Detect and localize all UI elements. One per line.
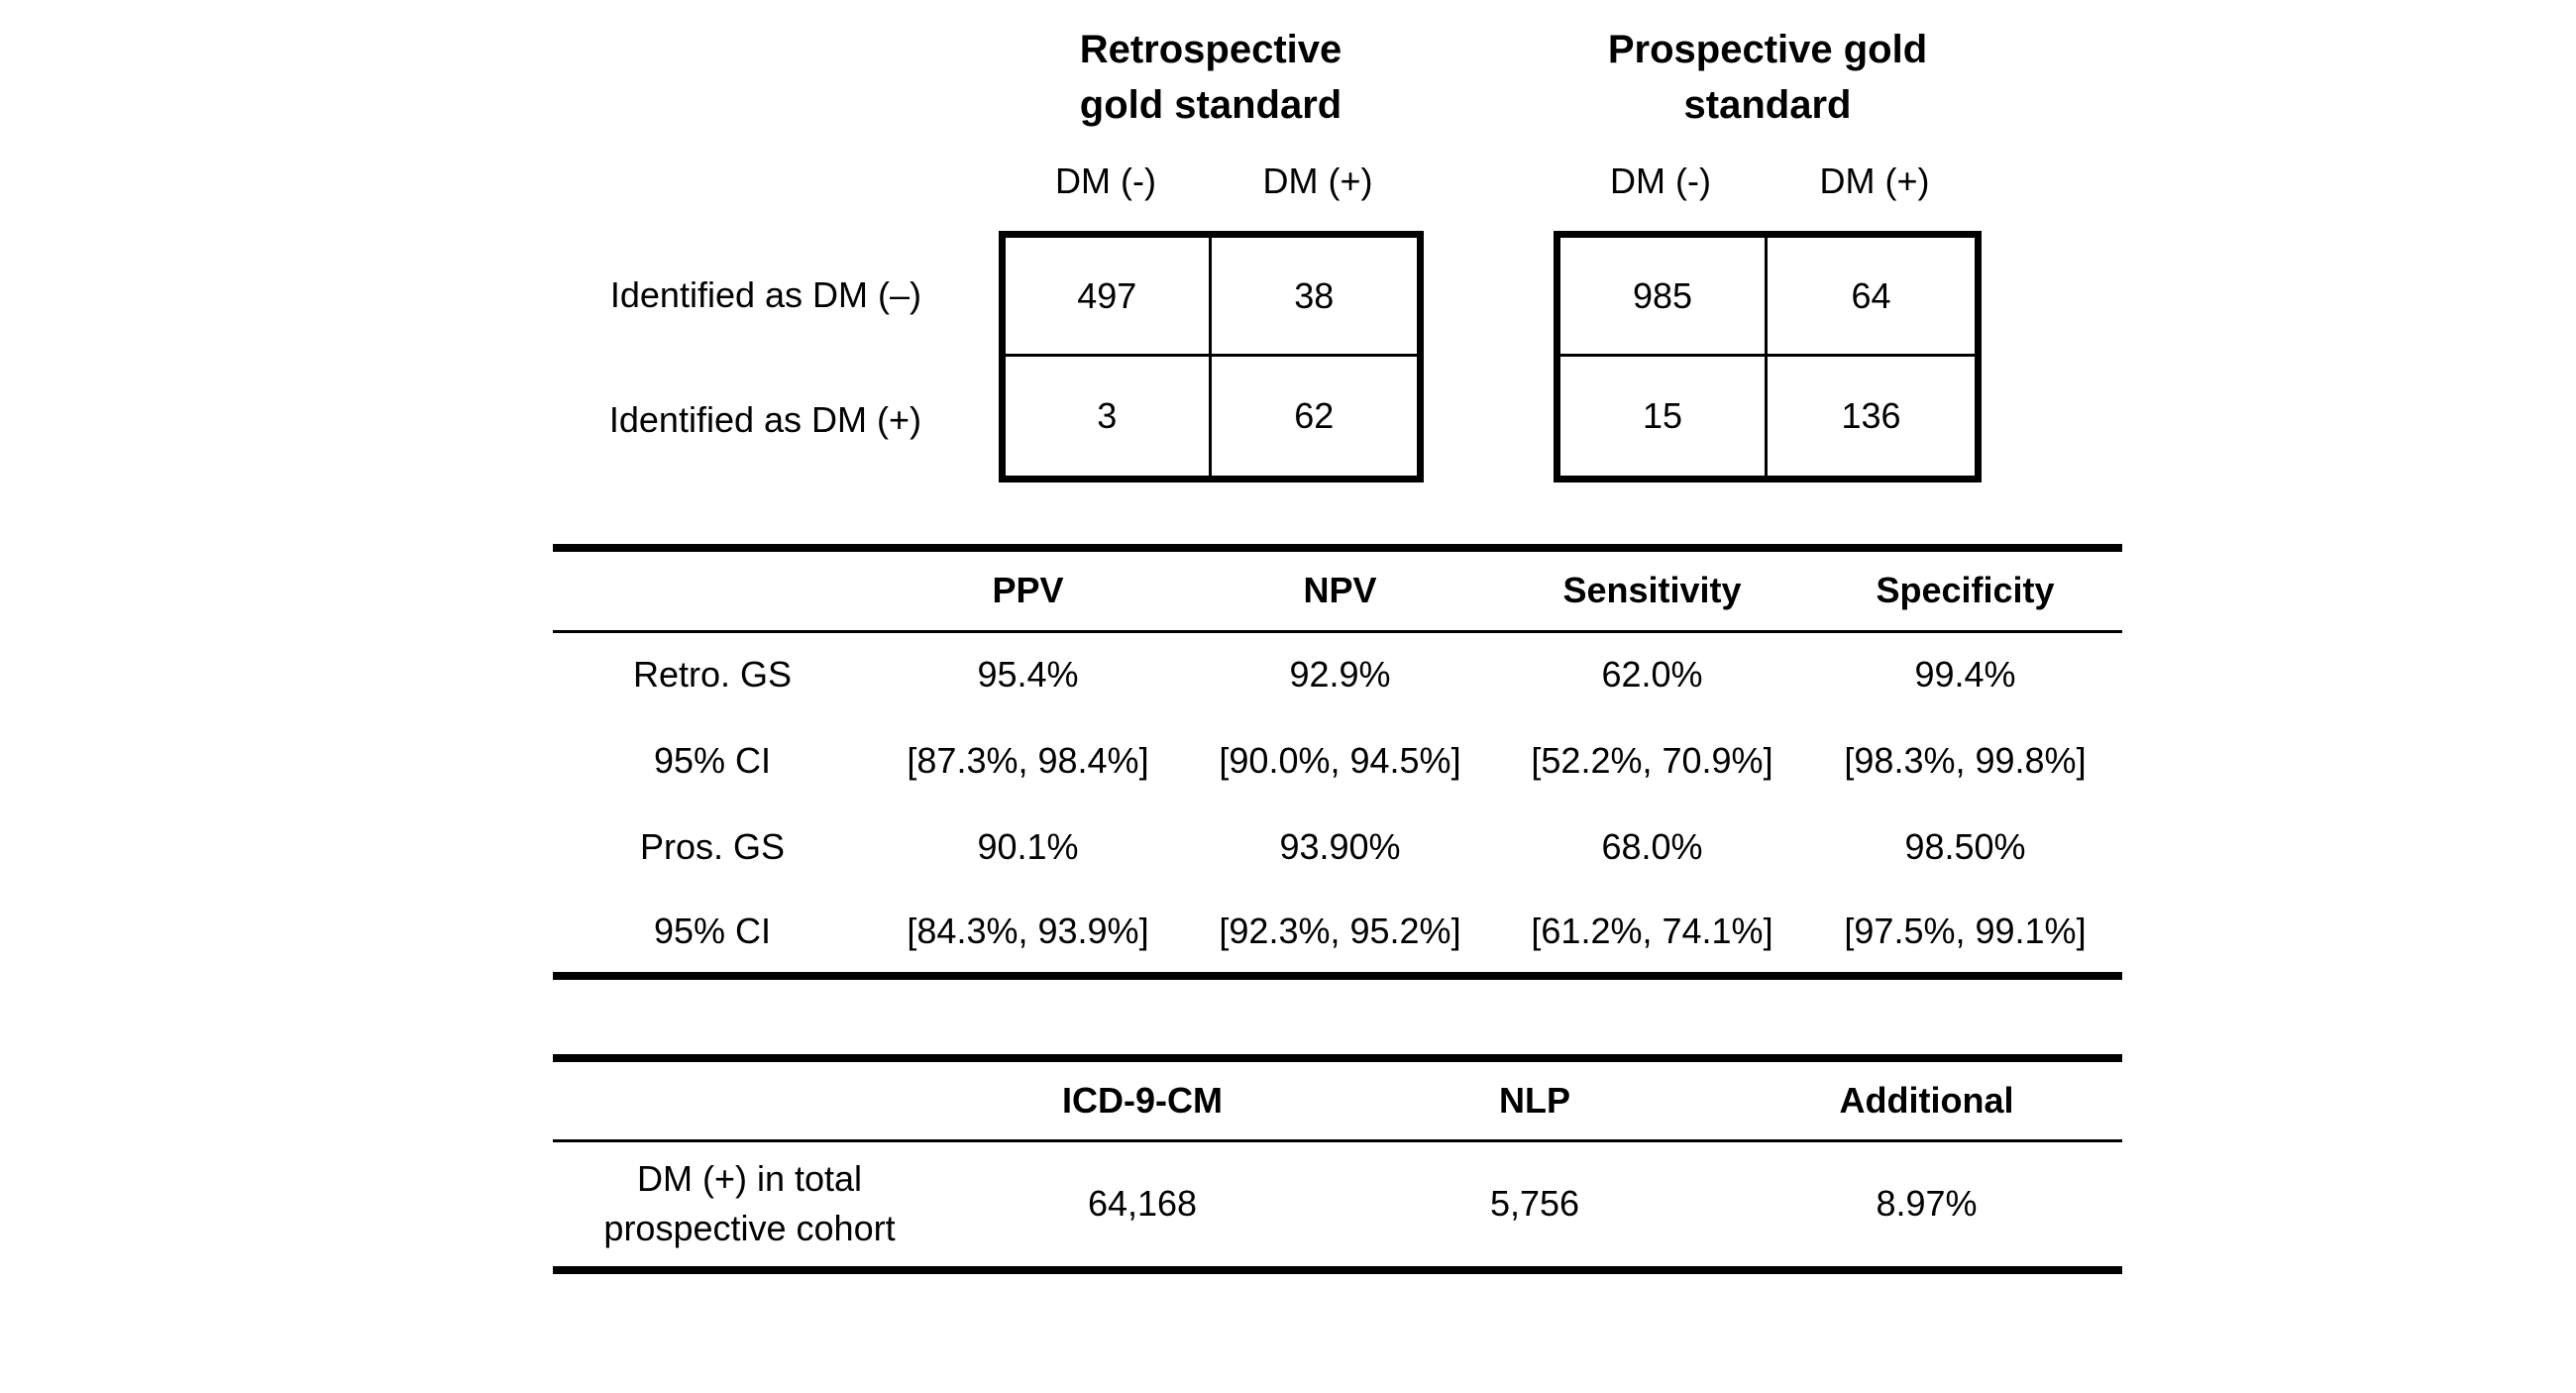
cohort-row-label: DM (+) in total prospective cohort	[553, 1140, 946, 1270]
cohort-col-header-additional: Additional	[1839, 1079, 2014, 1121]
stats-header-row: PPV NPV Sensitivity Specificity	[553, 548, 2122, 631]
retro-dm-negative-header: DM (-)	[1055, 161, 1156, 201]
stats-cell: 93.90%	[1279, 825, 1401, 867]
title-line: Prospective gold	[1607, 28, 1928, 71]
stats-row-label: 95% CI	[653, 739, 772, 781]
stats-cell: 62.0%	[1601, 654, 1703, 696]
matrix-cell: 38	[1211, 238, 1417, 357]
matrix-cell: 62	[1294, 395, 1335, 436]
prospective-confusion-matrix: 985 64 15 136	[1554, 231, 1982, 482]
stats-cell: [52.2%, 70.9%]	[1531, 739, 1773, 781]
stats-col-header-ppv: PPV	[992, 570, 1064, 611]
matrix-cell: 64	[1768, 238, 1975, 357]
stats-row-label: Pros. GS	[639, 825, 786, 867]
matrix-cell: 3	[1006, 357, 1212, 476]
cohort-cell: 64,168	[1087, 1183, 1198, 1225]
cohort-col-header-icd9cm: ICD-9-CM	[1062, 1079, 1223, 1121]
stats-row-label: 95% CI	[653, 910, 772, 951]
pros-dm-positive-header: DM (+)	[1819, 161, 1930, 201]
row-label-identified-dm-positive: Identified as DM (+)	[608, 399, 921, 440]
prospective-matrix-title: Prospective gold standard	[1520, 22, 2015, 133]
stats-cell: 99.4%	[1914, 654, 2016, 696]
cohort-counts-table: ICD-9-CM NLP Additional DM (+) in total …	[553, 1054, 2122, 1274]
stats-cell: [97.5%, 99.1%]	[1844, 910, 2087, 951]
stats-corner-cell	[553, 548, 872, 631]
stats-cell: [84.3%, 93.9%]	[907, 910, 1149, 951]
stats-cell: 98.50%	[1904, 825, 2026, 867]
retrospective-matrix-title: Retrospective gold standard	[963, 22, 1458, 133]
stats-cell: 68.0%	[1601, 825, 1703, 867]
table-row: 95% CI [84.3%, 93.9%] [92.3%, 95.2%] [61…	[553, 890, 2122, 976]
stats-cell: [87.3%, 98.4%]	[907, 739, 1149, 781]
retro-dm-positive-header: DM (+)	[1262, 161, 1373, 201]
title-line: gold standard	[1079, 83, 1342, 127]
stats-col-header-sensitivity: Sensitivity	[1562, 570, 1742, 611]
cohort-corner-cell	[553, 1058, 946, 1140]
cohort-col-header-nlp: NLP	[1499, 1079, 1570, 1121]
table-row: Pros. GS 90.1% 93.90% 68.0% 98.50%	[553, 804, 2122, 890]
matrix-cell: 15	[1560, 357, 1768, 476]
table-row: DM (+) in total prospective cohort 64,16…	[553, 1140, 2122, 1270]
matrix-cell: 497	[1006, 238, 1212, 357]
stats-cell: [90.0%, 94.5%]	[1219, 739, 1461, 781]
row-label-identified-dm-negative: Identified as DM (–)	[609, 274, 921, 315]
retrospective-confusion-matrix: 497 38 3 62	[999, 231, 1424, 482]
stats-cell: 90.1%	[977, 825, 1079, 867]
cohort-cell: 8.97%	[1876, 1183, 1978, 1225]
stats-row-label: Retro. GS	[632, 654, 793, 696]
matrix-cell: 985	[1560, 238, 1768, 357]
stats-col-header-npv: NPV	[1303, 570, 1377, 611]
stats-cell: [92.3%, 95.2%]	[1219, 910, 1461, 951]
matrix-cell: 136	[1841, 395, 1901, 436]
title-line: standard	[1683, 83, 1852, 127]
cohort-cell: 5,756	[1489, 1183, 1580, 1225]
table-row: Retro. GS 95.4% 92.9% 62.0% 99.4%	[553, 631, 2122, 717]
pros-dm-negative-header: DM (-)	[1610, 161, 1711, 201]
stats-cell: [98.3%, 99.8%]	[1844, 739, 2087, 781]
cohort-row-label-line: DM (+) in total	[636, 1158, 863, 1200]
stats-cell: [61.2%, 74.1%]	[1531, 910, 1773, 951]
cohort-row-label-line: prospective cohort	[603, 1208, 896, 1249]
table-row: 95% CI [87.3%, 98.4%] [90.0%, 94.5%] [52…	[553, 717, 2122, 804]
stats-cell: 95.4%	[977, 654, 1079, 696]
stats-cell: 92.9%	[1289, 654, 1391, 696]
cohort-header-row: ICD-9-CM NLP Additional	[553, 1058, 2122, 1140]
stats-col-header-specificity: Specificity	[1876, 570, 2055, 611]
diagnostic-stats-table: PPV NPV Sensitivity Specificity Retro. G…	[553, 544, 2122, 980]
title-line: Retrospective	[1079, 28, 1342, 71]
